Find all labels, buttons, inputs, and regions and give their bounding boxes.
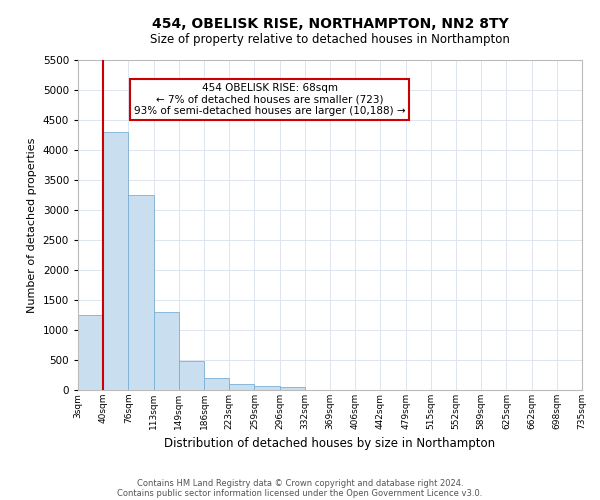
Text: 454, OBELISK RISE, NORTHAMPTON, NN2 8TY: 454, OBELISK RISE, NORTHAMPTON, NN2 8TY (152, 18, 508, 32)
Text: Size of property relative to detached houses in Northampton: Size of property relative to detached ho… (150, 32, 510, 46)
Bar (280, 386, 305, 390)
Bar (154, 312, 179, 390)
Bar (229, 384, 254, 390)
Bar (128, 195, 154, 390)
Bar (204, 378, 229, 390)
Text: 454 OBELISK RISE: 68sqm
← 7% of detached houses are smaller (723)
93% of semi-de: 454 OBELISK RISE: 68sqm ← 7% of detached… (134, 83, 406, 116)
Bar (179, 360, 204, 390)
X-axis label: Distribution of detached houses by size in Northampton: Distribution of detached houses by size … (164, 438, 496, 450)
Y-axis label: Number of detached properties: Number of detached properties (27, 138, 37, 312)
Bar (254, 386, 280, 390)
Bar (103, 132, 128, 390)
Text: Contains HM Land Registry data © Crown copyright and database right 2024.: Contains HM Land Registry data © Crown c… (137, 478, 463, 488)
Text: Contains public sector information licensed under the Open Government Licence v3: Contains public sector information licen… (118, 488, 482, 498)
Bar (78, 315, 103, 390)
